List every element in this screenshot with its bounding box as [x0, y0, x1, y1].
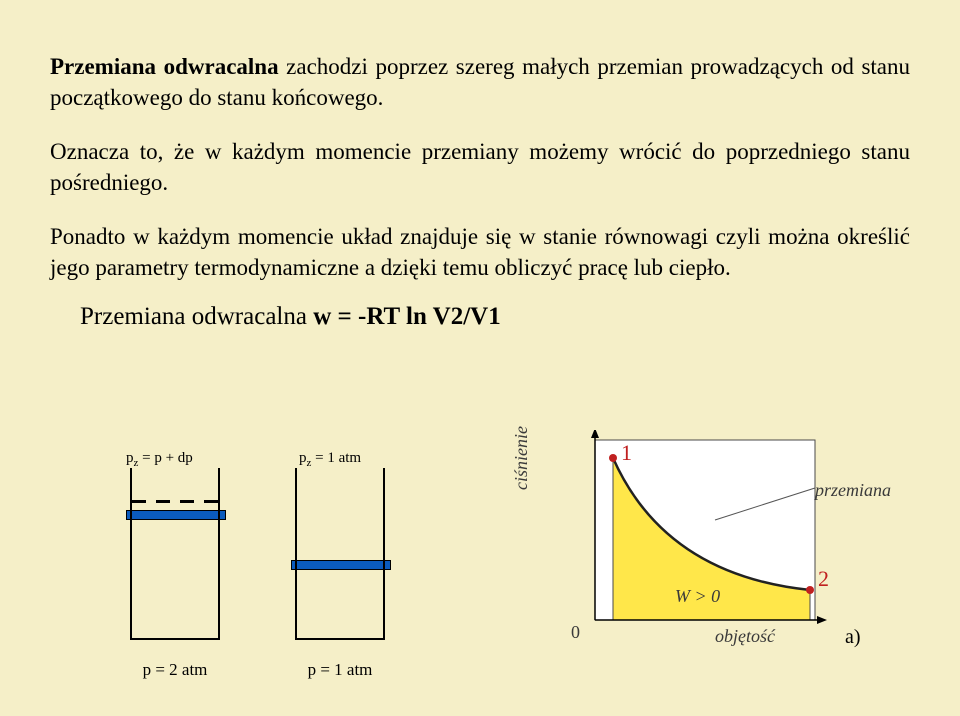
cylinder-right: pz = 1 atm p = 1 atm [295, 470, 385, 640]
point-2-label: 2 [818, 566, 829, 592]
paragraph-2: Oznacza to, że w każdym momencie przemia… [50, 136, 910, 198]
y-axis-label: ciśnienie [511, 426, 532, 490]
point-1-label: 1 [621, 440, 632, 466]
pv-chart: ciśnienie objętość 0 1 2 przemiana W > 0… [565, 430, 845, 670]
formula-line: Przemiana odwracalna w = -RT ln V2/V1 [80, 303, 910, 331]
para1-lead: Przemiana odwracalna [50, 54, 279, 79]
work-label: W > 0 [675, 586, 720, 607]
cylinder-right-walls [295, 468, 385, 640]
formula-expression: w = -RT ln V2/V1 [313, 303, 500, 330]
x-axis-label: objętość [715, 626, 775, 647]
cylinder-left: pz = p + dp p = 2 atm [130, 470, 220, 640]
panel-label: a) [845, 626, 861, 649]
cylinder-right-top-label: pz = 1 atm [299, 450, 361, 469]
cylinder-left-bottom-label: p = 2 atm [130, 660, 220, 680]
pv-chart-svg [565, 430, 845, 670]
origin-label: 0 [571, 622, 580, 643]
cylinder-left-top-label: pz = p + dp [126, 450, 193, 469]
cylinder-left-walls [130, 468, 220, 640]
paragraph-1: Przemiana odwracalna zachodzi poprzez sz… [50, 51, 910, 113]
formula-prefix: Przemiana odwracalna [80, 303, 313, 330]
annotation-label: przemiana [815, 480, 891, 501]
cylinder-right-bottom-label: p = 1 atm [295, 660, 385, 680]
paragraph-3: Ponadto w każdym momencie układ znajduje… [50, 221, 910, 283]
